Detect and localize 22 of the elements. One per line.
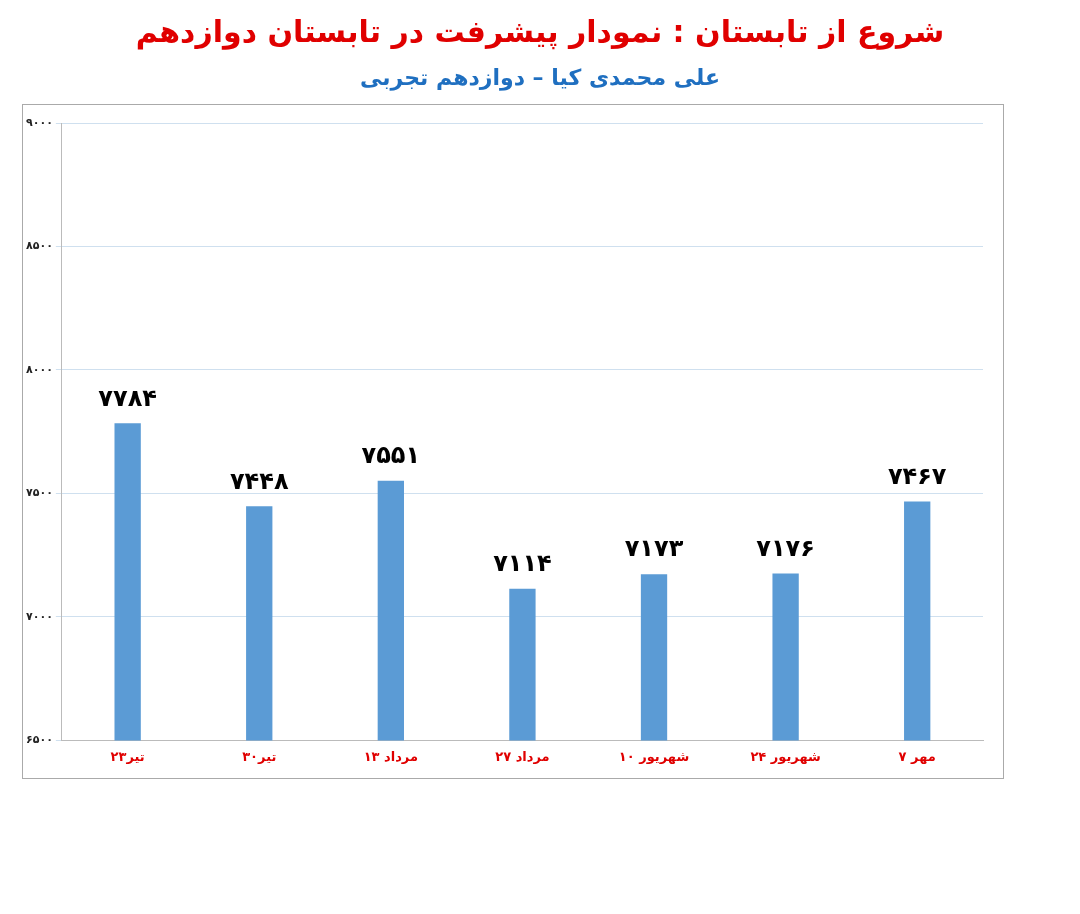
y-tick-label: ۸۵۰۰ <box>26 239 53 253</box>
x-tick-label: ۲۴ شهریور <box>750 748 821 764</box>
chart-title: شروع از تابستان : نمودار پیشرفت در تابستان دوازدهم <box>134 14 946 49</box>
x-tick-label: ۲۳تیر <box>110 748 145 764</box>
data-label: ۷۱۷۳ <box>624 534 684 563</box>
chart-subtitle: علی محمدی کیا – دوازدهم تجربی <box>359 65 721 90</box>
data-label: ۷۴۴۸ <box>229 466 289 495</box>
y-tick-label: ۶۵۰۰ <box>26 733 53 747</box>
x-tick-label: ۳۰تیر <box>242 748 277 764</box>
data-label: ۷۱۷۶ <box>756 533 815 562</box>
data-label: ۷۱۱۴ <box>493 549 552 577</box>
data-label: ۷۵۵۱ <box>361 441 421 470</box>
y-tick-label: ۸۰۰۰ <box>26 362 53 376</box>
data-label: ۷۷۸۴ <box>98 383 157 412</box>
y-tick-label: ۷۰۰۰ <box>26 609 53 623</box>
x-tick-label: ۷ مهر <box>898 748 936 764</box>
y-tick-label: ۷۵۰۰ <box>26 486 53 500</box>
x-tick-label: ۱۳ مرداد <box>363 748 419 764</box>
x-tick-label: ۲۷ مرداد <box>495 748 550 764</box>
data-label: ۷۴۶۷ <box>887 461 947 490</box>
x-tick-label: ۱۰ شهریور <box>618 748 690 764</box>
y-tick-label: ۹۰۰۰ <box>26 115 53 129</box>
